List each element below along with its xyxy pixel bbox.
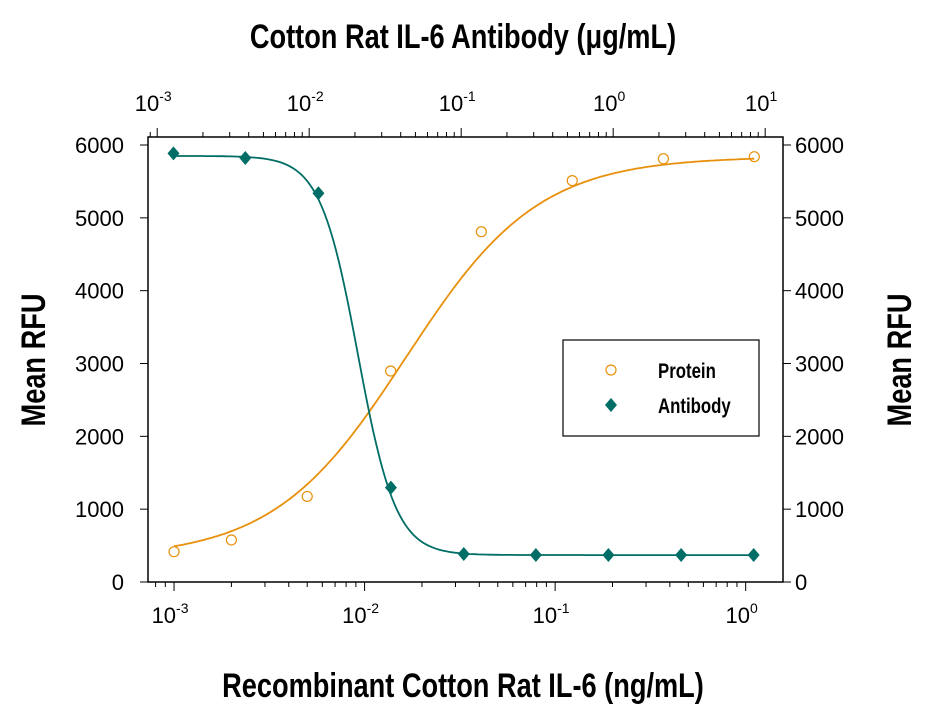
bottom-axis-tick-label: 10-2 bbox=[342, 600, 379, 628]
antibody-point bbox=[239, 150, 252, 165]
antibody-point bbox=[167, 146, 180, 161]
protein-point bbox=[657, 153, 669, 165]
protein-point bbox=[475, 226, 487, 238]
right-axis-tick-label: 3000 bbox=[795, 352, 844, 377]
legend-antibody-marker bbox=[605, 398, 617, 412]
top-axis-tick-label: 10-1 bbox=[439, 88, 476, 116]
right-axis-tick-label: 4000 bbox=[795, 279, 844, 304]
right-axis-tick-label: 1000 bbox=[795, 497, 844, 522]
top-axis-tick-label: 100 bbox=[593, 88, 625, 116]
protein-point bbox=[748, 151, 760, 163]
protein-point bbox=[168, 546, 180, 558]
legend: Protein Antibody bbox=[562, 339, 760, 437]
antibody-point bbox=[312, 186, 325, 201]
protein-point bbox=[225, 534, 238, 546]
top-axis-tick-label: 10-2 bbox=[287, 88, 324, 116]
antibody-point bbox=[457, 546, 470, 561]
left-axis-tick-label: 0 bbox=[112, 570, 124, 595]
left-axis-tick-label: 1000 bbox=[75, 497, 124, 522]
legend-box bbox=[562, 339, 760, 437]
top-axis-tick-label: 101 bbox=[745, 88, 777, 116]
antibody-point bbox=[602, 547, 615, 562]
legend-antibody-label: Antibody bbox=[658, 395, 731, 418]
antibody-point bbox=[675, 547, 688, 562]
protein-point bbox=[385, 365, 397, 377]
bottom-axis-tick-label: 10-3 bbox=[152, 600, 189, 628]
right-axis-tick-label: 6000 bbox=[795, 133, 844, 158]
left-axis-label: Mean RFU bbox=[14, 294, 53, 427]
protein-point bbox=[566, 175, 578, 187]
left-axis-tick-label: 5000 bbox=[75, 206, 124, 231]
left-axis-tick-label: 4000 bbox=[75, 279, 124, 304]
bottom-axis-tick-label: 100 bbox=[726, 600, 758, 628]
plot-frame bbox=[147, 136, 784, 583]
top-axis-label: Cotton Rat IL-6 Antibody (μg/mL) bbox=[250, 17, 676, 56]
protein-fit-curve bbox=[173, 157, 755, 548]
bottom-axis-tick-label: 10-1 bbox=[533, 600, 570, 628]
right-axis-tick-label: 0 bbox=[795, 570, 807, 595]
top-axis-tick-label: 10-3 bbox=[135, 88, 172, 116]
left-axis-tick-label: 3000 bbox=[75, 352, 124, 377]
legend-protein-label: Protein bbox=[658, 360, 716, 383]
bottom-axis-label: Recombinant Cotton Rat IL-6 (ng/mL) bbox=[222, 666, 704, 705]
right-axis-tick-label: 5000 bbox=[795, 206, 844, 231]
left-axis-tick-label: 2000 bbox=[75, 424, 124, 449]
right-axis-tick-label: 2000 bbox=[795, 424, 844, 449]
antibody-point bbox=[529, 547, 542, 562]
left-axis-tick-label: 6000 bbox=[75, 133, 124, 158]
right-axis-label: Mean RFU bbox=[880, 294, 919, 427]
antibody-point bbox=[384, 480, 397, 495]
protein-point bbox=[301, 490, 313, 503]
antibody-point bbox=[747, 547, 760, 562]
legend-protein-marker bbox=[605, 364, 617, 376]
